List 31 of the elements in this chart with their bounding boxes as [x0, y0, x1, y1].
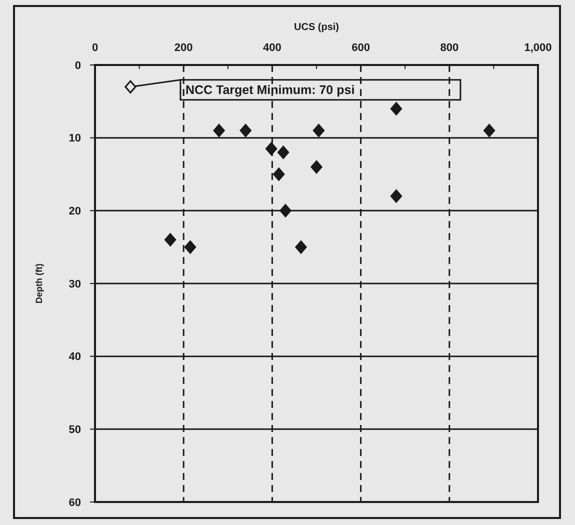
- y-tick-label: 50: [68, 424, 81, 436]
- x-tick-label: 1,000: [524, 42, 552, 54]
- y-tick-label: 40: [68, 351, 81, 364]
- x-axis-title: UCS (psi): [294, 22, 339, 33]
- point: [312, 124, 324, 138]
- y-axis-title: Depth (ft): [34, 264, 44, 304]
- point: [124, 80, 136, 94]
- point: [295, 240, 307, 254]
- y-tick-label: 30: [68, 278, 81, 290]
- y-tick-label: 0: [74, 60, 81, 72]
- x-tick-label: 0: [92, 42, 98, 54]
- x-tick-label: 800: [440, 42, 459, 54]
- point: [310, 160, 322, 174]
- x-tick-label: 400: [263, 42, 282, 54]
- point: [280, 204, 292, 218]
- point: [390, 190, 402, 203]
- annotation: NCC Target Minimum: 70 psi: [185, 83, 355, 98]
- point: [213, 124, 225, 138]
- point: [273, 168, 285, 181]
- point: [240, 124, 252, 138]
- point: [164, 233, 176, 246]
- y-tick-label: 60: [68, 496, 81, 509]
- point: [266, 142, 278, 156]
- point: [484, 124, 496, 138]
- y-tick-label: 20: [68, 206, 81, 218]
- point: [184, 240, 196, 254]
- point: [278, 146, 290, 159]
- x-tick-label: 600: [352, 42, 370, 54]
- y-tick-label: 10: [68, 132, 81, 145]
- x-tick-label: 200: [174, 42, 193, 54]
- point: [390, 102, 402, 116]
